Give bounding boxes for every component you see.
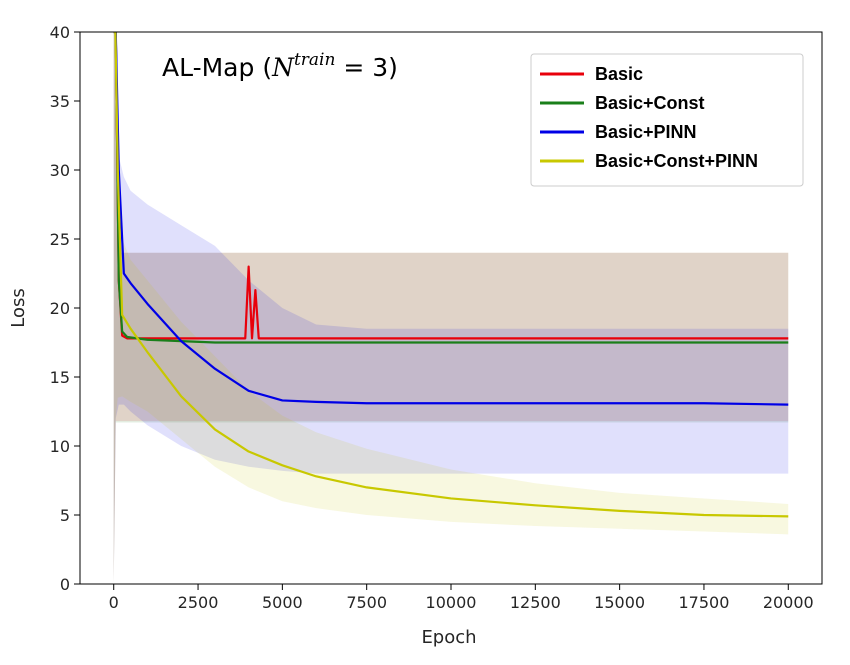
y-tick-label: 30 bbox=[50, 161, 70, 180]
x-axis-label: Epoch bbox=[421, 627, 476, 648]
y-tick-label: 40 bbox=[50, 23, 70, 42]
legend: Basic Basic+Const Basic+PINN Basic+Const+PI… bbox=[530, 53, 804, 187]
y-tick-label: 15 bbox=[50, 368, 70, 387]
confidence-bands bbox=[113, 32, 789, 584]
chart-title: AL-Map (Ntrain = 3) bbox=[162, 50, 398, 82]
x-tick-label: 7500 bbox=[346, 593, 387, 612]
title-math-sup: train bbox=[294, 50, 335, 70]
x-tick-label: 17500 bbox=[679, 593, 730, 612]
y-axis-ticks: 0 5 10 15 20 25 30 35 40 bbox=[50, 23, 80, 594]
y-tick-label: 35 bbox=[50, 92, 70, 111]
legend-label: Basic+Const+PINN bbox=[595, 151, 758, 171]
y-tick-label: 0 bbox=[60, 575, 70, 594]
band-basic-pinn bbox=[113, 32, 789, 584]
title-math-rest: = 3) bbox=[335, 53, 398, 82]
series-line-basic-const bbox=[113, 32, 789, 344]
x-tick-label: 12500 bbox=[510, 593, 561, 612]
series-line-basic-pinn bbox=[113, 32, 789, 406]
y-tick-label: 5 bbox=[60, 506, 70, 525]
band-basic bbox=[113, 32, 789, 584]
legend-label: Basic+PINN bbox=[595, 122, 697, 142]
band-basic-const-pinn bbox=[113, 32, 789, 584]
y-tick-label: 25 bbox=[50, 230, 70, 249]
title-prefix: AL-Map ( bbox=[162, 53, 272, 82]
series-line-basic-const-pinn bbox=[113, 32, 789, 518]
x-tick-label: 2500 bbox=[178, 593, 219, 612]
x-tick-label: 10000 bbox=[426, 593, 477, 612]
x-tick-label: 0 bbox=[109, 593, 119, 612]
legend-label: Basic bbox=[595, 64, 643, 84]
legend-label: Basic+Const bbox=[595, 93, 705, 113]
series-line-basic bbox=[113, 32, 789, 340]
title-math-base: N bbox=[271, 53, 295, 82]
y-tick-label: 10 bbox=[50, 437, 70, 456]
y-tick-label: 20 bbox=[50, 299, 70, 318]
x-axis-ticks: 0 2500 5000 7500 10000 12500 15000 17500 20000 bbox=[109, 584, 814, 612]
x-tick-label: 5000 bbox=[262, 593, 303, 612]
series-lines bbox=[113, 32, 789, 518]
legend-box bbox=[530, 53, 804, 187]
y-axis-label: Loss bbox=[8, 288, 29, 327]
x-tick-label: 15000 bbox=[594, 593, 645, 612]
x-tick-label: 20000 bbox=[763, 593, 814, 612]
band-basic-const bbox=[113, 32, 789, 584]
